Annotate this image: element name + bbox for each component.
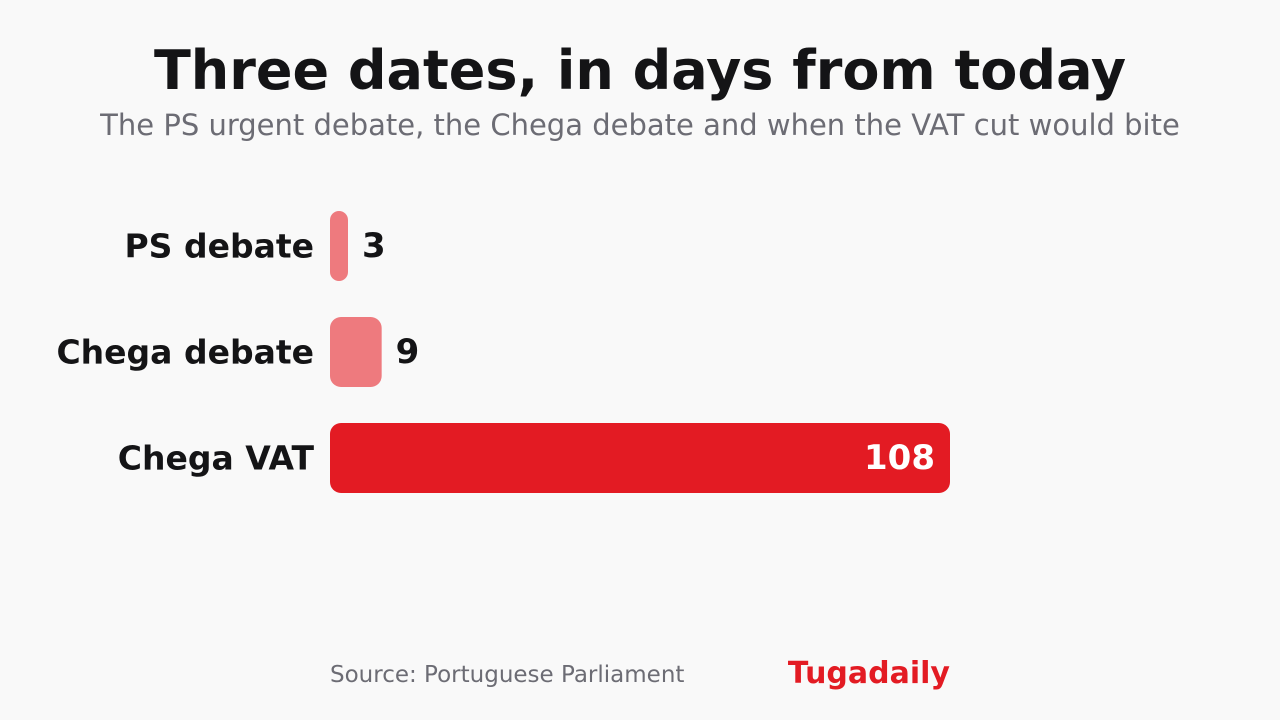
chart-title: Three dates, in days from today [153, 39, 1127, 102]
bar [330, 317, 382, 387]
category-label: PS debate [125, 227, 315, 266]
category-label: Chega debate [56, 333, 314, 372]
data-label: 108 [864, 438, 935, 478]
category-label: Chega VAT [118, 439, 315, 478]
chart-subtitle: The PS urgent debate, the Chega debate a… [100, 108, 1180, 142]
brand-logo: Tugadaily [787, 656, 950, 691]
bar [330, 211, 348, 281]
data-label: 9 [396, 332, 420, 372]
bar [330, 423, 950, 493]
source-note: Source: Portuguese Parliament [330, 662, 685, 688]
data-label: 3 [362, 226, 386, 266]
